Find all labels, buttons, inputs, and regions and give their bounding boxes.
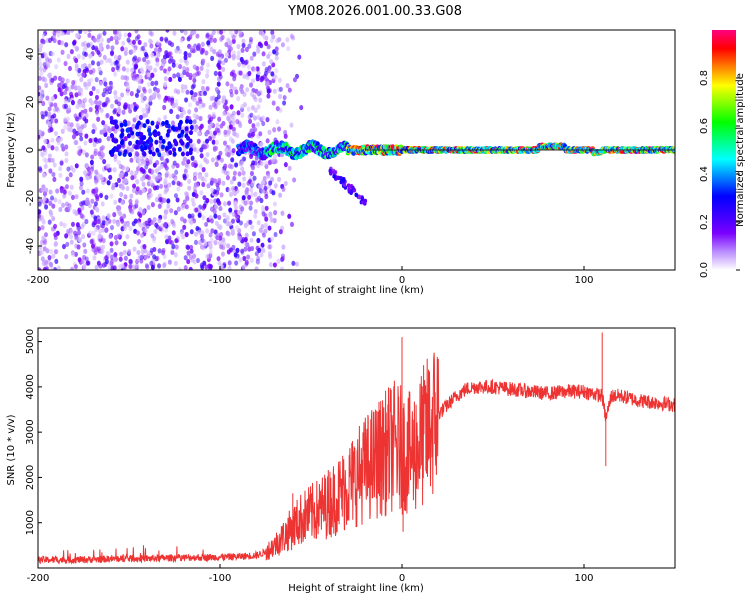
heatmap-x-tick-label: 100 xyxy=(574,275,593,286)
snr-x-ticks: -200 -100 0 100 xyxy=(27,564,594,584)
snr-panel: -200 -100 0 100 1000 2000 3000 4000 5000 Height… xyxy=(6,327,676,594)
snr-y-tick-label: 4000 xyxy=(25,374,36,399)
heatmap-x-tick-label: 0 xyxy=(399,275,405,286)
snr-x-tick-label: -100 xyxy=(209,573,232,584)
snr-x-tick-label: 0 xyxy=(399,573,405,584)
colorbar-ticks: 0.0 0.2 0.4 0.6 0.8 xyxy=(699,70,740,278)
heatmap-x-ticks: -200 -100 0 100 xyxy=(27,266,594,286)
snr-x-tick-label: -200 xyxy=(27,573,50,584)
snr-y-tick-label: 2000 xyxy=(25,465,36,490)
colorbar-tick-label: 0.2 xyxy=(699,214,710,230)
heatmap-y-tick-label: -40 xyxy=(25,238,36,254)
snr-x-label: Height of straight line (km) xyxy=(288,583,424,594)
colorbar-tick-label: 0.4 xyxy=(699,166,710,182)
figure-title: YM08.2026.001.00.33.G08 xyxy=(287,4,462,19)
snr-y-tick-label: 1000 xyxy=(25,510,36,535)
colorbar: 0.0 0.2 0.4 0.6 0.8 Normalized spectral ampl… xyxy=(699,30,746,278)
snr-frame xyxy=(37,327,676,569)
heatmap-x-label: Height of straight line (km) xyxy=(288,285,424,296)
colorbar-label: Normalized spectral amplitude xyxy=(735,73,746,227)
snr-plot-area xyxy=(38,328,675,568)
colorbar-gradient xyxy=(712,30,736,270)
heatmap-cells xyxy=(38,30,675,270)
snr-y-tick-label: 3000 xyxy=(25,419,36,444)
snr-y-ticks: 1000 2000 3000 4000 5000 xyxy=(25,329,42,535)
snr-x-tick-label: 100 xyxy=(574,573,593,584)
snr-series-line xyxy=(38,332,675,565)
heatmap-y-ticks: -40 -20 0 20 40 xyxy=(25,48,42,254)
heatmap-x-tick-label: -100 xyxy=(209,275,232,286)
snr-y-tick-label: 5000 xyxy=(25,329,36,354)
heatmap-x-tick-label: -200 xyxy=(27,275,50,286)
colorbar-tick-label: 0.8 xyxy=(699,70,710,86)
heatmap-y-tick-label: 40 xyxy=(25,48,36,61)
colorbar-tick-label: 0.6 xyxy=(699,118,710,134)
colorbar-tick-label: 0.0 xyxy=(699,262,710,278)
heatmap-y-tick-label: 20 xyxy=(25,96,36,109)
heatmap-y-label: Frequency (Hz) xyxy=(6,112,17,188)
heatmap-y-tick-label: 0 xyxy=(25,147,36,153)
heatmap-y-tick-label: -20 xyxy=(25,190,36,206)
snr-y-label: SNR (10 * v/v) xyxy=(6,414,17,485)
